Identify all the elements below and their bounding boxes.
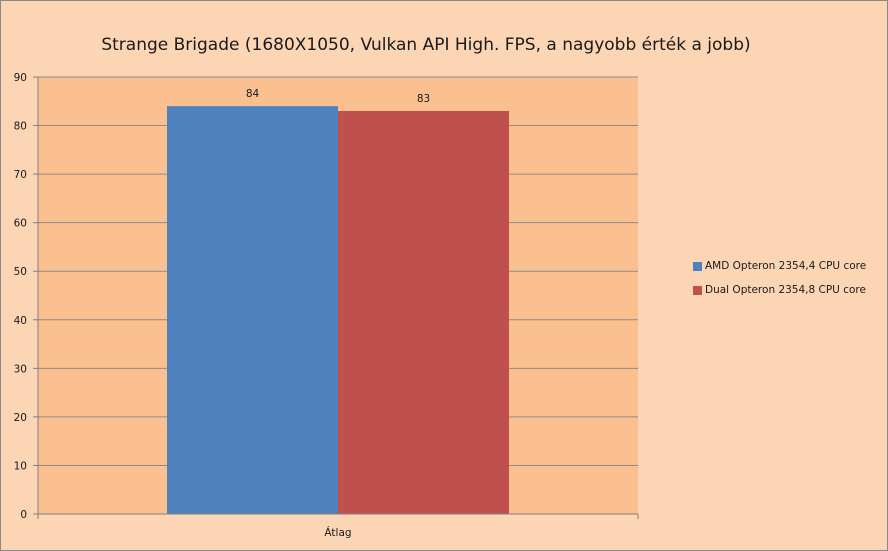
chart-title: Strange Brigade (1680X1050, Vulkan API H… xyxy=(101,35,751,55)
y-tick-label: 80 xyxy=(14,121,27,133)
y-tick-label: 90 xyxy=(14,72,27,84)
legend-item-dual-opteron: Dual Opteron 2354,8 CPU core xyxy=(693,281,866,299)
x-tick-label: Átlag xyxy=(324,526,351,539)
y-tick-label: 60 xyxy=(14,218,27,230)
legend-item-amd-opteron: AMD Opteron 2354,4 CPU core xyxy=(693,257,866,275)
bar-dual-opteron xyxy=(338,110,509,514)
y-tick-label: 10 xyxy=(14,460,27,472)
y-tick-label: 20 xyxy=(14,412,27,424)
chart-legend: AMD Opteron 2354,4 CPU core Dual Opteron… xyxy=(693,257,866,305)
legend-label-dual-opteron: Dual Opteron 2354,8 CPU core xyxy=(705,284,866,296)
y-tick-label: 70 xyxy=(14,169,27,181)
legend-swatch-amd-opteron xyxy=(693,261,702,271)
y-tick-label: 40 xyxy=(14,315,27,327)
legend-swatch-dual-opteron xyxy=(693,285,702,295)
y-tick-label: 50 xyxy=(14,266,27,278)
legend-label-amd-opteron: AMD Opteron 2354,4 CPU core xyxy=(705,260,867,272)
y-tick-label: 0 xyxy=(20,509,27,521)
data-label-amd-opteron: 84 xyxy=(246,88,260,100)
y-tick-label: 30 xyxy=(14,363,27,375)
bar-amd-opteron xyxy=(167,106,338,514)
data-label-dual-opteron: 83 xyxy=(417,93,430,105)
